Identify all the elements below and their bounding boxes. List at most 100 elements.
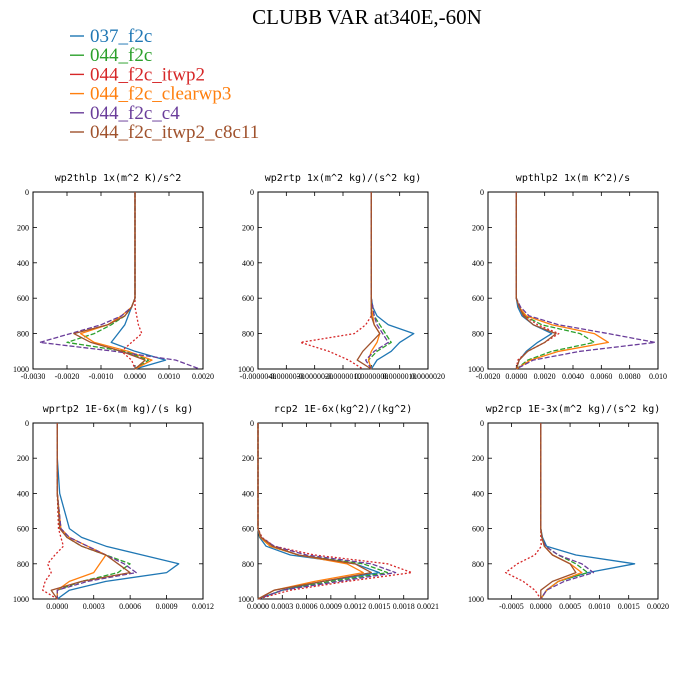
x-tick-label: 0.0080 — [619, 372, 641, 381]
series-line-044_f2c_clearwp3 — [257, 423, 364, 600]
panel-6: wp2rcp 1E-3x(m^2 kg)/(s^2 kg)0 200 400 600 8… — [468, 404, 669, 611]
y-tick-label: 200 — [242, 454, 254, 463]
series-line-044_f2c_itwp2_c8c11 — [50, 423, 131, 600]
x-tick-label: 0.010 — [649, 372, 667, 381]
x-tick-label: 0.0005 — [559, 602, 581, 611]
series-line-044_f2c_itwp2 — [257, 423, 413, 600]
series-line-044_f2c — [515, 192, 595, 370]
panel-2: wp2rtp 1x(m^2 kg)/(s^2 kg) 0 200 400 600 800 1… — [238, 173, 445, 381]
panel-title: wpthlp2 1x(m K^2)/s — [516, 173, 630, 184]
y-tick-label: 800 — [242, 330, 254, 339]
y-tick-label: 0 — [480, 419, 484, 428]
y-tick-label: 0 — [250, 419, 254, 428]
x-tick-label: 0.0003 — [83, 602, 105, 611]
y-tick-label: 0 — [480, 188, 484, 197]
x-tick-label: -0.0020 — [55, 372, 80, 381]
x-tick-label: -0.0005 — [499, 602, 524, 611]
x-tick-label: 0.0012 — [192, 602, 214, 611]
y-tick-label: 800 — [17, 330, 29, 339]
x-tick-label: 0.0020 — [534, 372, 556, 381]
panel-4: wprtp2 1E-6x(m kg)/(s kg) 0 200 400 600 800 10… — [13, 404, 214, 611]
legend-entry: 044_f2c — [90, 45, 152, 66]
plot-frame — [257, 191, 429, 370]
series-line-044_f2c_itwp2_c8c11 — [356, 192, 381, 370]
y-tick-label: 800 — [472, 560, 484, 569]
y-tick-label: 400 — [242, 489, 254, 498]
y-tick-label: 200 — [17, 223, 29, 232]
plot-frame — [487, 422, 659, 600]
x-tick-label: 0.0000000 — [354, 372, 388, 381]
y-tick-label: 800 — [242, 560, 254, 569]
x-tick-label: 0.0000020 — [411, 372, 445, 381]
x-tick-label: 0.0000 — [46, 602, 68, 611]
y-tick-label: 400 — [472, 259, 484, 268]
series-line-044_f2c — [66, 192, 150, 370]
x-tick-label: -0.0020 — [476, 372, 501, 381]
panel-5: rcp2 1E-6x(kg^2)/(kg^2) 0 200 400 600 800 1000… — [238, 404, 439, 611]
x-tick-label: 0.0000 — [124, 372, 146, 381]
y-tick-label: 400 — [17, 259, 29, 268]
panel-title: wprtp2 1E-6x(m kg)/(s kg) — [43, 404, 194, 415]
x-tick-label: -0.0000010 — [325, 372, 362, 381]
y-tick-label: 600 — [17, 294, 29, 303]
series-line-044_f2c_itwp2_c8c11 — [257, 423, 372, 600]
x-tick-label: 0.0018 — [393, 602, 415, 611]
plot-frame — [257, 422, 429, 600]
series-line-044_f2c_c4 — [257, 423, 397, 600]
x-tick-label: 0.0000 — [530, 602, 552, 611]
x-tick-label: -0.0010 — [89, 372, 114, 381]
x-tick-label: 0.0020 — [192, 372, 214, 381]
y-tick-label: 400 — [472, 489, 484, 498]
series-line-044_f2c_itwp2_c8c11 — [540, 423, 577, 599]
y-tick-label: 1000 — [238, 595, 254, 604]
legend-entry: 037_f2c — [90, 26, 152, 47]
series-line-044_f2c_clearwp3 — [515, 192, 610, 370]
x-tick-label: 0.0020 — [647, 602, 669, 611]
y-tick-label: 0 — [25, 419, 29, 428]
y-tick-label: 600 — [242, 294, 254, 303]
series-line-037_f2c — [515, 192, 553, 370]
panel-title: rcp2 1E-6x(kg^2)/(kg^2) — [274, 404, 412, 415]
y-tick-label: 600 — [17, 525, 29, 534]
plot-frame — [32, 191, 204, 370]
legend-entry: 044_f2c_c4 — [90, 103, 180, 124]
y-tick-label: 200 — [242, 223, 254, 232]
plot-frame — [32, 422, 204, 600]
panel-title: wp2thlp 1x(m^2 K)/s^2 — [55, 173, 181, 184]
series-line-037_f2c — [540, 423, 636, 600]
panel-title: wp2rcp 1E-3x(m^2 kg)/(s^2 kg) — [486, 404, 661, 415]
y-tick-label: 0 — [250, 188, 254, 197]
x-tick-label: 0.0015 — [368, 602, 390, 611]
series-line-044_f2c_itwp2_c8c11 — [73, 192, 146, 370]
series-line-044_f2c_itwp2 — [299, 192, 372, 370]
x-tick-label: 0.0012 — [344, 602, 366, 611]
plot-frame — [487, 191, 659, 370]
x-tick-label: 0.0015 — [618, 602, 640, 611]
y-tick-label: 600 — [242, 525, 254, 534]
series-line-044_f2c_clearwp3 — [367, 192, 381, 370]
legend-entry: 044_f2c_itwp2 — [90, 64, 205, 85]
y-tick-label: 400 — [17, 489, 29, 498]
y-tick-label: 1000 — [13, 365, 29, 374]
series-line-044_f2c_itwp2_c8c11 — [515, 192, 557, 370]
x-tick-label: 0.0000010 — [383, 372, 417, 381]
panel-title: wp2rtp 1x(m^2 kg)/(s^2 kg) — [265, 173, 422, 184]
x-tick-label: -0.0000040 — [240, 372, 277, 381]
x-tick-label: 0.0009 — [320, 602, 342, 611]
x-tick-label: 0.0010 — [588, 602, 610, 611]
series-line-044_f2c_itwp2 — [42, 423, 65, 600]
x-tick-label: 0.0006 — [119, 602, 141, 611]
y-tick-label: 200 — [472, 454, 484, 463]
y-tick-label: 600 — [472, 294, 484, 303]
series-line-037_f2c — [370, 192, 415, 370]
y-tick-label: 800 — [472, 330, 484, 339]
x-tick-label: -0.0030 — [21, 372, 46, 381]
y-tick-label: 800 — [17, 560, 29, 569]
series-line-044_f2c_c4 — [39, 192, 200, 370]
series-line-044_f2c_itwp2 — [120, 192, 143, 370]
panels: wp2thlp 1x(m^2 K)/s^202004006008001000-0… — [13, 173, 669, 611]
y-tick-label: 1000 — [468, 365, 484, 374]
panel-1: wp2thlp 1x(m^2 K)/s^202004006008001000-0… — [13, 173, 214, 381]
x-tick-label: 0.0010 — [158, 372, 180, 381]
